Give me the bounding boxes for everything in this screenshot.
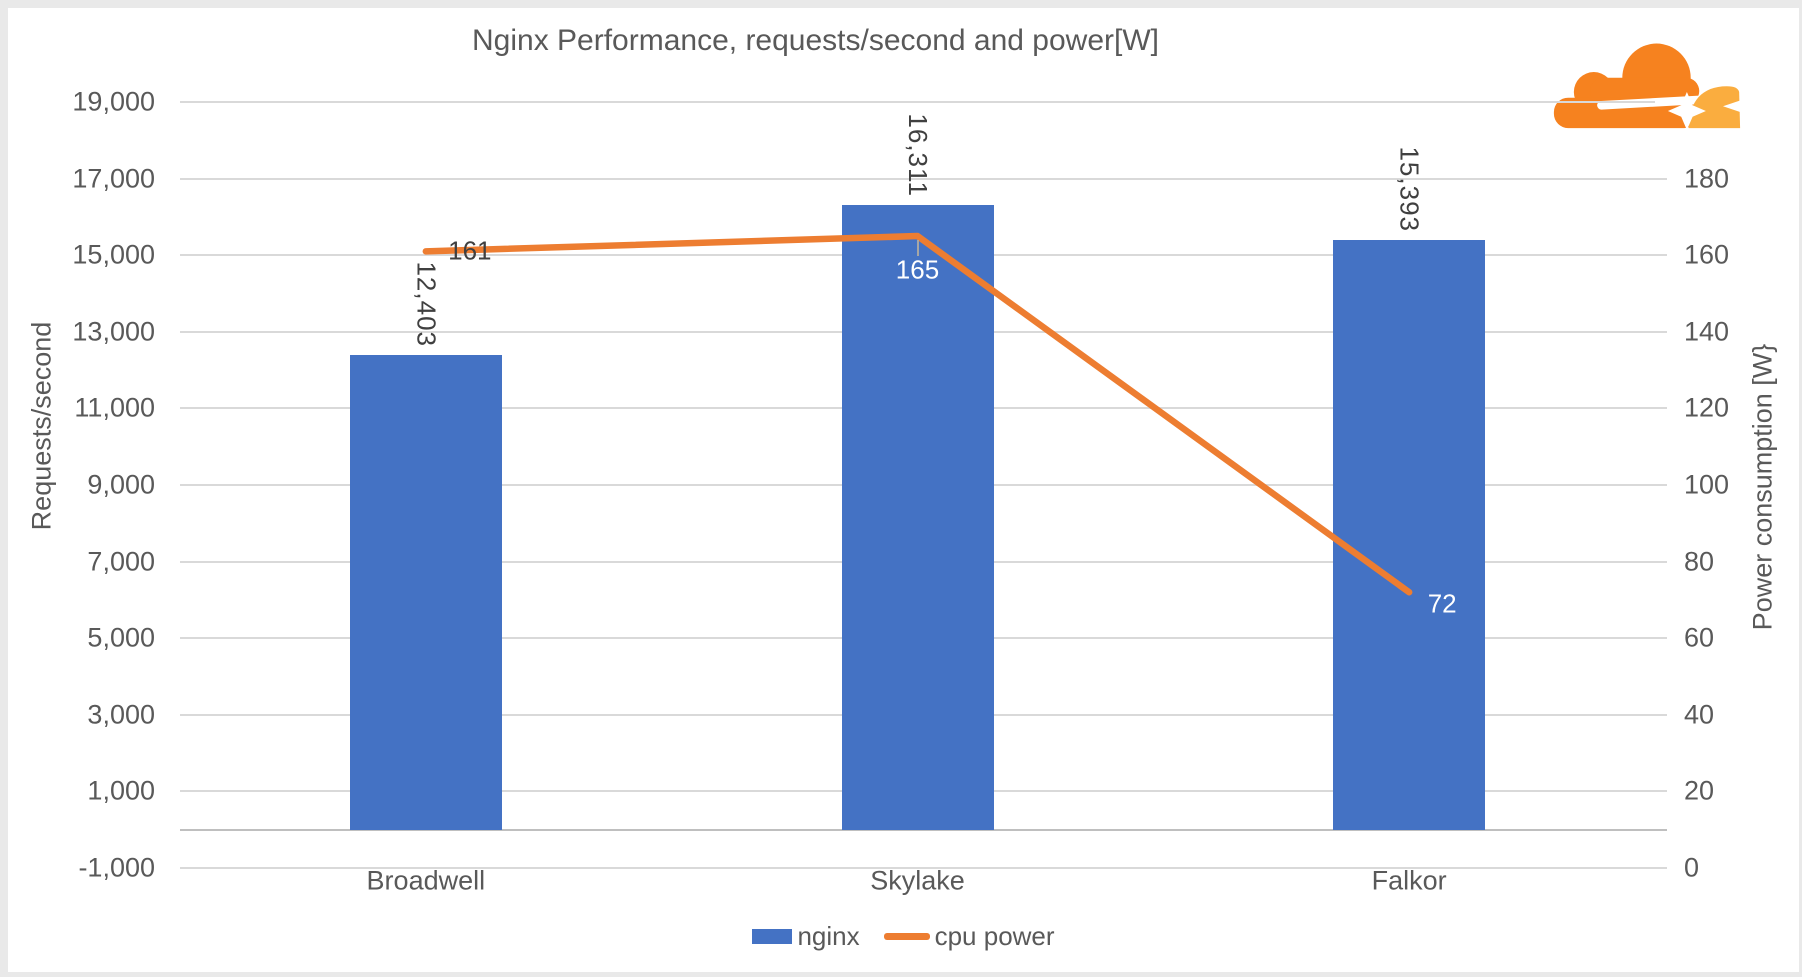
legend-item-cpu-power: cpu power xyxy=(883,920,1055,952)
legend-label: nginx xyxy=(797,920,860,951)
right-axis-title: Power consumption [W} xyxy=(1747,343,1778,631)
bar-data-label: 15,393 xyxy=(1394,146,1425,233)
left-axis-tick: 15,000 xyxy=(72,239,155,270)
right-axis-tick: 160 xyxy=(1684,239,1730,270)
right-axis-tick: 80 xyxy=(1684,546,1715,577)
legend-item-nginx: nginx xyxy=(752,920,860,952)
right-axis-tick: 40 xyxy=(1684,699,1715,730)
legend-label: cpu power xyxy=(934,920,1055,951)
x-axis-line xyxy=(180,828,1667,831)
chart-card: Nginx Performance, requests/second and p… xyxy=(8,8,1799,972)
cloudflare-logo xyxy=(1553,43,1741,130)
left-axis-tick: 11,000 xyxy=(74,392,155,423)
right-axis-tick: 60 xyxy=(1684,622,1715,653)
gridline xyxy=(180,101,1655,103)
left-axis-tick: 13,000 xyxy=(72,316,155,347)
legend-line-swatch xyxy=(883,932,930,940)
category-label-falkor: Falkor xyxy=(1371,865,1447,896)
left-axis-tick: 3,000 xyxy=(87,699,155,730)
left-axis-tick: 1,000 xyxy=(87,775,155,806)
left-axis-tick: 7,000 xyxy=(87,546,155,577)
legend: nginx cpu power xyxy=(8,913,1799,959)
bar-data-label: 16,311 xyxy=(903,113,933,197)
bar-broadwell xyxy=(349,354,502,830)
right-axis-tick: 140 xyxy=(1684,316,1730,347)
chart-title: Nginx Performance, requests/second and p… xyxy=(472,24,1159,57)
category-label-broadwell: Broadwell xyxy=(366,865,486,896)
left-axis-tick: 5,000 xyxy=(87,622,155,653)
line-data-label: 165 xyxy=(895,254,940,285)
right-axis-tick: 100 xyxy=(1684,469,1730,500)
right-axis-tick: 120 xyxy=(1684,392,1730,423)
bar-skylake xyxy=(841,204,994,830)
line-data-label: 72 xyxy=(1427,588,1457,619)
legend-bar-swatch xyxy=(752,928,793,944)
gridline xyxy=(180,867,1667,869)
left-axis-tick: 17,000 xyxy=(72,163,155,194)
right-axis-tick: 0 xyxy=(1684,852,1700,883)
right-axis-tick: 20 xyxy=(1684,775,1715,806)
bar-data-label: 12,403 xyxy=(411,261,442,347)
right-axis-tick: 180 xyxy=(1684,163,1730,194)
cpu-power-line xyxy=(422,232,1413,596)
data-label-leader xyxy=(916,240,919,257)
left-axis-title: Requests/second xyxy=(26,321,57,531)
gridline xyxy=(180,177,1667,180)
left-axis-tick: 9,000 xyxy=(87,469,155,500)
left-axis-tick: 19,000 xyxy=(72,86,155,117)
category-label-skylake: Skylake xyxy=(870,865,965,896)
bar-falkor xyxy=(1333,240,1486,830)
left-axis-tick: -1,000 xyxy=(78,852,155,883)
line-data-label: 161 xyxy=(448,235,492,266)
